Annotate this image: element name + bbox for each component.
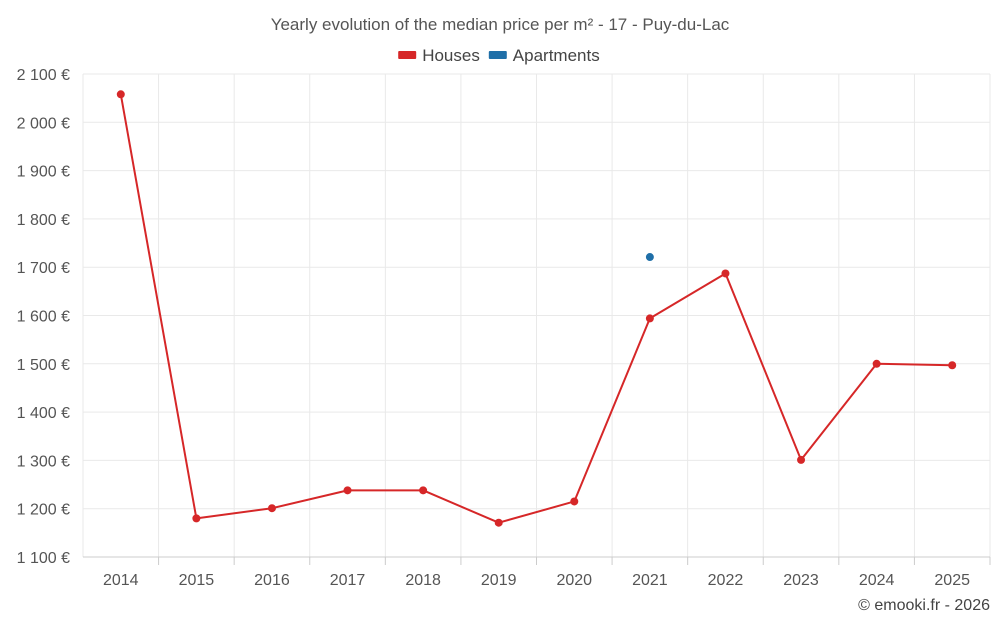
houses-data-point[interactable]	[797, 455, 806, 464]
x-tick-label: 2017	[330, 572, 366, 589]
legend-swatch-apartments	[488, 51, 507, 59]
houses-data-point[interactable]	[267, 504, 276, 513]
houses-data-point[interactable]	[948, 361, 957, 370]
houses-series-line	[119, 94, 953, 524]
legend: Houses Apartments	[398, 46, 600, 65]
x-tick-label: 2014	[103, 572, 139, 589]
apartments-data-point[interactable]	[645, 253, 654, 262]
y-tick-label: 1 600 €	[17, 309, 70, 326]
houses-data-point[interactable]	[192, 514, 201, 523]
axis-layer: 1 100 € 1 200 € 1 300 € 1 400 € 1 500 € 1 600…	[17, 67, 991, 589]
y-tick-label: 2 000 €	[17, 115, 70, 132]
series-layer	[116, 90, 957, 527]
x-tick-label: 2023	[783, 572, 819, 589]
credit-text: © emooki.fr - 2026	[858, 597, 990, 614]
y-tick-label: 1 100 €	[17, 550, 70, 567]
legend-swatch-houses	[398, 51, 417, 59]
houses-data-point[interactable]	[872, 359, 881, 368]
x-tick-label: 2018	[405, 572, 441, 589]
houses-data-point[interactable]	[721, 269, 730, 278]
legend-label-apartments: Apartments	[513, 46, 600, 65]
y-tick-label: 1 200 €	[17, 502, 70, 519]
x-tick-label: 2025	[934, 572, 970, 589]
y-tick-label: 1 400 €	[17, 405, 70, 422]
x-tick-label: 2024	[859, 572, 895, 589]
x-tick-label: 2019	[481, 572, 517, 589]
x-tick-label: 2016	[254, 572, 290, 589]
chart-title: Yearly evolution of the median price per…	[271, 15, 730, 34]
grid-layer	[82, 73, 991, 558]
houses-data-point[interactable]	[570, 497, 579, 506]
y-tick-label: 1 700 €	[17, 260, 70, 277]
x-tick-label: 2022	[708, 572, 744, 589]
y-tick-label: 1 500 €	[17, 357, 70, 374]
y-tick-label: 2 100 €	[17, 67, 70, 84]
y-tick-label: 1 900 €	[17, 164, 70, 181]
houses-data-point[interactable]	[645, 314, 654, 323]
x-tick-label: 2021	[632, 572, 668, 589]
legend-item-apartments[interactable]: Apartments	[488, 46, 600, 65]
houses-data-point[interactable]	[419, 486, 428, 495]
y-tick-label: 1 300 €	[17, 453, 70, 470]
legend-item-houses[interactable]: Houses	[398, 46, 480, 65]
houses-data-point[interactable]	[494, 518, 503, 527]
x-tick-label: 2020	[556, 572, 592, 589]
legend-label-houses: Houses	[422, 46, 480, 65]
houses-data-point[interactable]	[116, 90, 125, 99]
x-tick-label: 2015	[179, 572, 215, 589]
houses-data-point[interactable]	[343, 486, 352, 495]
y-tick-label: 1 800 €	[17, 212, 70, 229]
